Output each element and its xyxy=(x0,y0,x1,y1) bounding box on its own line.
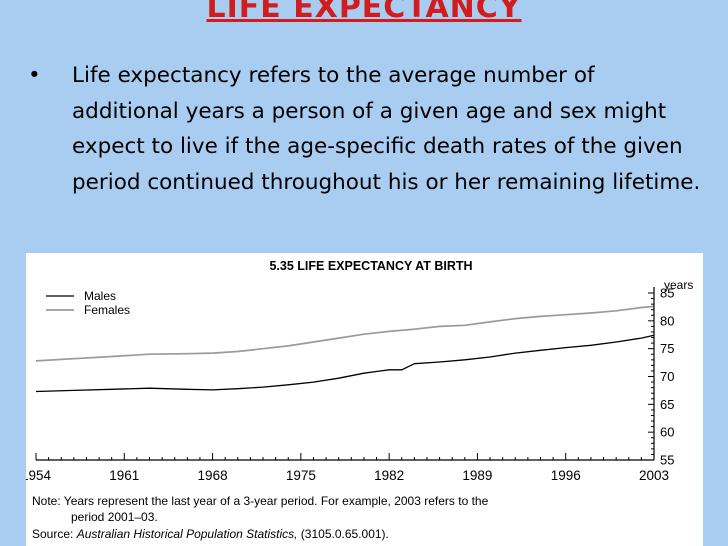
life-expectancy-chart: 5.35 LIFE EXPECTANCY AT BIRTH years Male… xyxy=(26,259,693,541)
bullet-dot-icon: • xyxy=(28,63,41,88)
bullet-text: Life expectancy refers to the average nu… xyxy=(72,63,701,195)
source-title: Australian Historical Population Statist… xyxy=(76,527,298,541)
x-tick-label: 1996 xyxy=(551,468,581,483)
y-tick-label: 55 xyxy=(660,453,674,468)
note-line-2: period 2001–03. xyxy=(71,510,158,524)
x-tick-label: 1968 xyxy=(198,468,228,483)
bullet-paragraph: • Life expectancy refers to the average … xyxy=(28,58,708,200)
note-line-1: Note: Years represent the last year of a… xyxy=(32,494,489,508)
source-suffix: (3105.0.65.001). xyxy=(297,527,388,541)
y-tick-label: 65 xyxy=(660,397,674,412)
y-tick-label: 75 xyxy=(660,341,674,356)
source-line: Source: Australian Historical Population… xyxy=(32,527,389,541)
males-series-line xyxy=(35,334,655,393)
males-legend-label: Males xyxy=(84,289,116,303)
source-prefix: Source: xyxy=(32,527,77,541)
x-tick-label: 1961 xyxy=(109,468,139,483)
x-tick-label: 1975 xyxy=(286,468,316,483)
y-tick-label: 80 xyxy=(660,313,674,328)
y-axis-label: years xyxy=(664,278,693,292)
slide-title: LIFE EXPECTANCY xyxy=(206,0,522,25)
x-tick-label: 1982 xyxy=(374,468,404,483)
females-series-line xyxy=(35,305,655,362)
y-tick-label: 60 xyxy=(660,425,674,440)
y-tick-label: 85 xyxy=(660,286,674,301)
chart-title: 5.35 LIFE EXPECTANCY AT BIRTH xyxy=(269,259,472,273)
x-tick-label: 1989 xyxy=(462,468,492,483)
x-tick-label: 2003 xyxy=(639,468,669,483)
females-legend-label: Females xyxy=(84,303,130,317)
x-tick-label: 1954 xyxy=(26,468,52,483)
chart-panel: 5.35 LIFE EXPECTANCY AT BIRTH years Male… xyxy=(26,253,703,546)
series-layer xyxy=(35,305,655,393)
y-tick-label: 70 xyxy=(660,369,674,384)
